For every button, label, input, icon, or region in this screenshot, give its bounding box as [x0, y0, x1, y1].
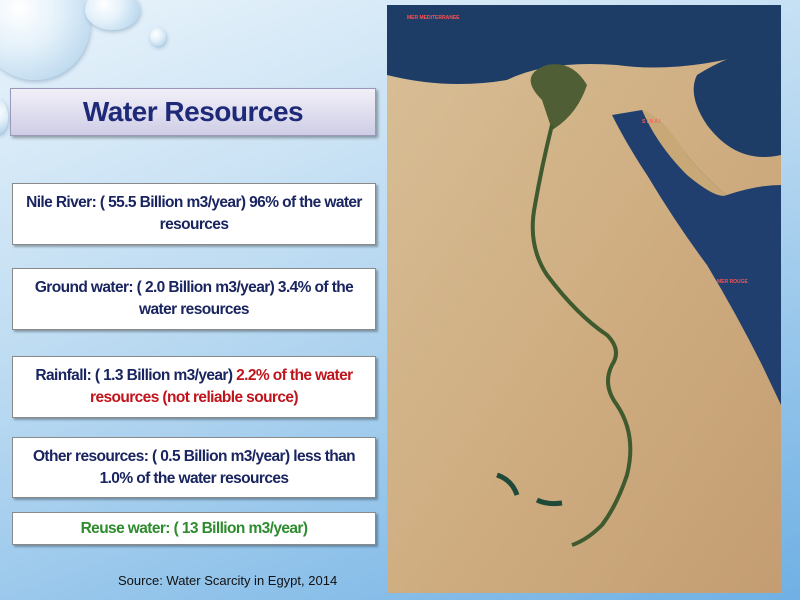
- red-sea: [612, 110, 781, 405]
- info-box: Ground water: ( 2.0 Billion m3/year) 3.4…: [12, 268, 376, 330]
- nile-delta: [530, 64, 587, 130]
- map-label: S I N A I: [642, 119, 661, 125]
- sinai: [642, 110, 727, 196]
- satellite-map: MER MEDITERRANEE S I N A I MER ROUGE: [387, 5, 781, 593]
- info-box: Nile River: ( 55.5 Billion m3/year) 96% …: [12, 183, 376, 245]
- map-label: MER MEDITERRANEE: [407, 15, 460, 21]
- box-highlight: 2.2% of the water resources (not reliabl…: [90, 367, 353, 406]
- box-text: Rainfall: ( 1.3 Billion m3/year): [35, 367, 233, 384]
- water-drop: [0, 100, 8, 134]
- box-text: Ground water: ( 2.0 Billion m3/year) 3.4…: [34, 279, 354, 318]
- water-drop: [0, 0, 90, 80]
- slide-title: Water Resources: [10, 88, 376, 136]
- lake: [496, 472, 563, 507]
- info-box: Rainfall: ( 1.3 Billion m3/year) 2.2% of…: [12, 356, 376, 418]
- nile-river: [530, 124, 633, 547]
- mediterranean-sea: [387, 5, 781, 84]
- map-label: MER ROUGE: [717, 279, 749, 285]
- water-drop: [85, 0, 140, 30]
- source-note: Source: Water Scarcity in Egypt, 2014: [118, 573, 338, 588]
- sea-east: [693, 45, 781, 157]
- info-box: Other resources: ( 0.5 Billion m3/year) …: [12, 437, 376, 498]
- box-text: Other resources: ( 0.5 Billion m3/year) …: [32, 447, 356, 487]
- box-text: Reuse water: ( 13 Billion m3/year): [80, 519, 308, 537]
- title-text: Water Resources: [82, 96, 304, 127]
- box-text: Nile River: ( 55.5 Billion m3/year) 96% …: [26, 194, 362, 233]
- water-drop: [150, 28, 166, 46]
- info-box: Reuse water: ( 13 Billion m3/year): [12, 512, 376, 545]
